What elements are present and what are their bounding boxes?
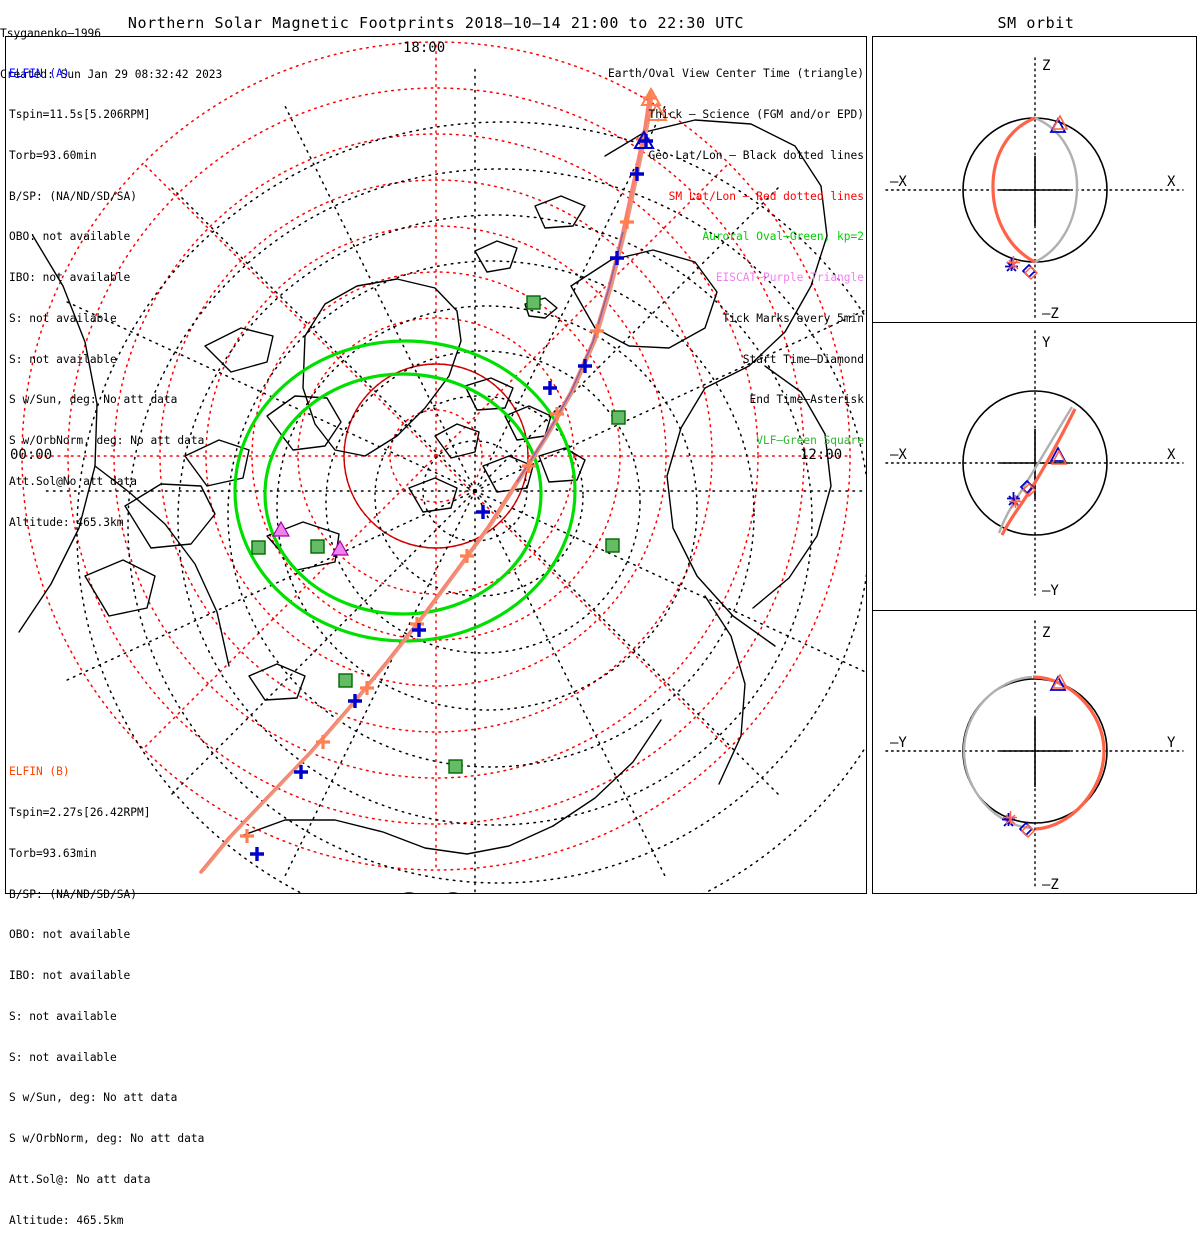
elfin-a-info: ELFIN (A) Tspin=11.5s[5.206RPM] Torb=93.… bbox=[9, 40, 204, 557]
mlt-label-top: 18:00 bbox=[403, 40, 446, 56]
legend-item-sm-latlon: SM Lat/Lon – Red dotted lines bbox=[668, 189, 864, 203]
elfin-b-obo: OBO: not available bbox=[9, 928, 131, 942]
sm-orbit-panel bbox=[872, 36, 1197, 894]
elfin-a-altitude: Altitude: 465.3km bbox=[9, 515, 124, 529]
legend-item-start-time: Start Time–Diamond bbox=[742, 352, 864, 366]
elfin-b-s2: S: not available bbox=[9, 1050, 117, 1064]
elfin-a-obo: OBO: not available bbox=[9, 230, 131, 244]
elfin-a-s2: S: not available bbox=[9, 352, 117, 366]
map-legend: Earth/Oval View Center Time (triangle) T… bbox=[608, 40, 864, 475]
elfin-a-name: ELFIN (A) bbox=[9, 67, 70, 81]
page-title: Northern Solar Magnetic Footprints 2018–… bbox=[127, 14, 745, 32]
legend-item-thick-science: Thick – Science (FGM and/or EPD) bbox=[648, 107, 864, 121]
elfin-a-orbnorm: S w/OrbNorm, deg: No att data bbox=[9, 434, 205, 448]
elfin-a-tspin: Tspin=11.5s[5.206RPM] bbox=[9, 107, 151, 121]
mlt-label-right: 12:00 bbox=[800, 447, 843, 463]
elfin-b-bsp: B/SP: (NA/ND/SD/SA) bbox=[9, 887, 137, 901]
elfin-a-sun: S w/Sun, deg: No att data bbox=[9, 393, 178, 407]
legend-item-end-time: End Time–Asterisk bbox=[749, 393, 864, 407]
elfin-b-ibo: IBO: not available bbox=[9, 969, 131, 983]
elfin-a-bsp: B/SP: (NA/ND/SD/SA) bbox=[9, 189, 137, 203]
elfin-b-attsol: Att.Sol@: No att data bbox=[9, 1173, 151, 1186]
sm-panel-divider-2 bbox=[872, 610, 1197, 611]
sm-panel-divider-1 bbox=[872, 322, 1197, 323]
elfin-a-s1: S: not available bbox=[9, 311, 117, 325]
legend-item-center-time: Earth/Oval View Center Time (triangle) bbox=[608, 67, 864, 81]
sm-orbit-title: SM orbit bbox=[997, 14, 1075, 32]
legend-item-tick-marks: Tick Marks every 5min bbox=[722, 311, 864, 325]
legend-item-vlf: VLF–Green Square bbox=[756, 434, 864, 448]
elfin-b-orbnorm: S w/OrbNorm, deg: No att data bbox=[9, 1132, 205, 1146]
legend-item-eiscat: EISCAT–Purple Triangle bbox=[715, 271, 864, 285]
elfin-b-tspin: Tspin=2.27s[26.42RPM] bbox=[9, 805, 151, 819]
elfin-b-altitude: Altitude: 465.5km bbox=[9, 1213, 124, 1227]
elfin-b-s1: S: not available bbox=[9, 1009, 117, 1023]
elfin-b-torb: Torb=93.63min bbox=[9, 846, 97, 860]
elfin-a-ibo: IBO: not available bbox=[9, 271, 131, 285]
elfin-a-attsol: Att.Sol@No att data bbox=[9, 475, 137, 488]
elfin-b-name: ELFIN (B) bbox=[9, 765, 70, 779]
legend-item-auroral-oval: Auroral Oval–Green, kp=2 bbox=[702, 230, 864, 244]
elfin-a-torb: Torb=93.60min bbox=[9, 148, 97, 162]
legend-item-geo-latlon: Geo Lat/Lon – Black dotted lines bbox=[648, 148, 864, 162]
elfin-b-sun: S w/Sun, deg: No att data bbox=[9, 1091, 178, 1105]
mlt-label-left: 00:00 bbox=[10, 447, 53, 463]
elfin-b-info: ELFIN (B) Tspin=2.27s[26.42RPM] Torb=93.… bbox=[9, 738, 204, 1255]
